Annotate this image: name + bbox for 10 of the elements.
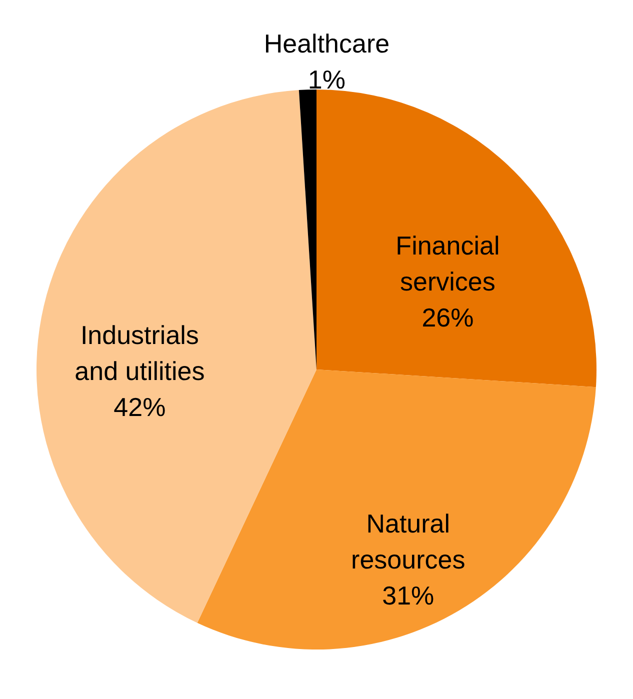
slice-label: Financial services: [396, 230, 500, 296]
slice-label: Healthcare: [264, 28, 390, 59]
data-label: 1%: [308, 64, 346, 95]
data-label: 42%: [114, 392, 166, 422]
slice-label: Industrials and utilities: [74, 320, 205, 386]
data-label: 26%: [422, 302, 474, 332]
data-label: 31%: [382, 580, 434, 610]
slice-label: Natural resources: [351, 508, 466, 574]
pie-slice: [36, 90, 316, 623]
pie-slice: [316, 90, 596, 388]
